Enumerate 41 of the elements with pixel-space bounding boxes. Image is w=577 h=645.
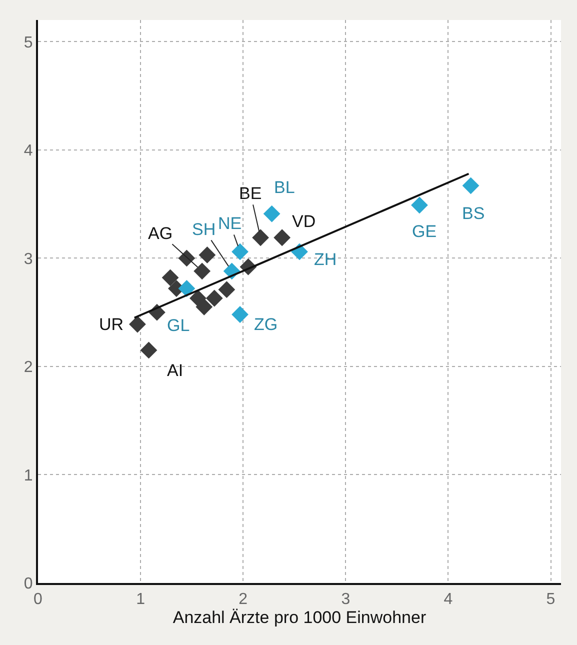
annotation: BS — [462, 204, 485, 223]
annotation: AI — [167, 361, 184, 380]
x-tick-label: 2 — [238, 591, 248, 608]
annotation: BL — [274, 178, 295, 197]
point — [162, 269, 179, 286]
point — [252, 229, 269, 246]
annotation: GE — [412, 222, 437, 241]
point — [218, 281, 236, 298]
annotation: ZG — [254, 315, 278, 334]
x-axis-title: Anzahl Ärzte pro 1000 Einwohner — [172, 608, 426, 628]
point — [178, 280, 196, 297]
point — [462, 177, 480, 194]
point — [129, 316, 146, 333]
annotation: BE — [239, 184, 262, 203]
annotation: AG — [148, 224, 173, 243]
x-tick-label: 3 — [341, 591, 350, 608]
point — [194, 262, 211, 280]
point — [411, 196, 428, 214]
point — [206, 290, 223, 307]
annotation: SH — [192, 220, 216, 239]
point — [196, 298, 213, 316]
x-tick-label: 1 — [136, 591, 146, 608]
point — [263, 205, 280, 222]
x-tick-label: 5 — [546, 591, 556, 608]
annotation: UR — [99, 315, 124, 334]
y-tick-label: 2 — [24, 359, 33, 376]
y-tick-label: 0 — [24, 576, 33, 593]
annotation: VD — [292, 212, 316, 231]
annotation: ZH — [314, 250, 337, 269]
point — [198, 246, 216, 264]
point — [140, 342, 158, 359]
point — [274, 229, 291, 246]
x-tick-label: 4 — [444, 591, 453, 608]
y-tick-label: 3 — [24, 250, 33, 268]
y-tick-label: 1 — [24, 467, 33, 484]
y-tick-label: 5 — [24, 34, 33, 52]
point — [232, 243, 248, 260]
annotation: NE — [218, 214, 242, 233]
point — [232, 306, 248, 323]
annotation: GL — [167, 316, 190, 335]
y-tick-label: 4 — [24, 142, 33, 160]
